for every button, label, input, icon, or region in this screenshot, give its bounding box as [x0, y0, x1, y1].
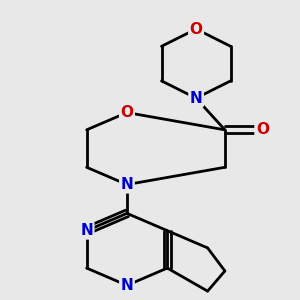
Text: O: O	[190, 22, 202, 37]
Text: O: O	[121, 105, 134, 120]
Text: N: N	[121, 278, 133, 293]
Text: N: N	[190, 91, 202, 106]
Text: N: N	[121, 177, 133, 192]
Text: N: N	[80, 223, 93, 238]
Text: O: O	[256, 122, 269, 137]
